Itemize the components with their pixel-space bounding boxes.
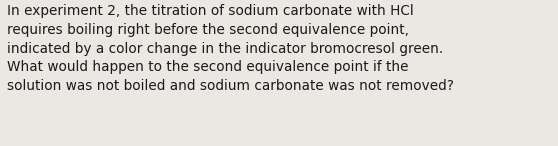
Text: In experiment 2, the titration of sodium carbonate with HCl
requires boiling rig: In experiment 2, the titration of sodium… (7, 4, 454, 93)
